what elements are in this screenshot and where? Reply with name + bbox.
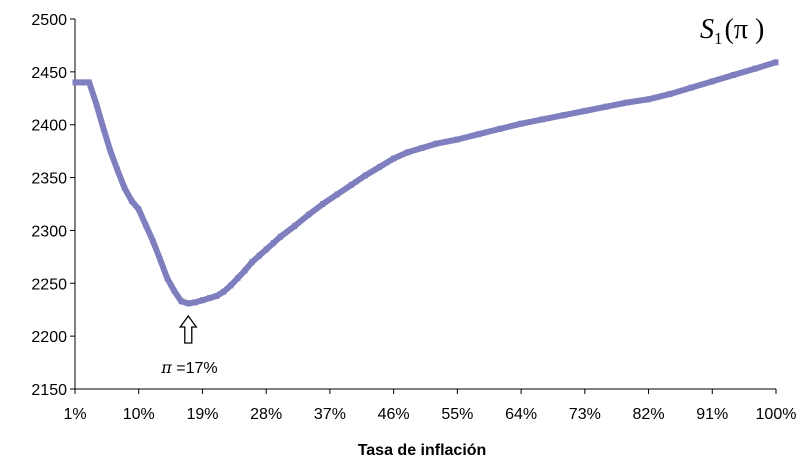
series-point bbox=[72, 79, 78, 86]
y-tick-label: 2200 bbox=[31, 329, 67, 346]
y-tick-label: 2400 bbox=[31, 118, 67, 135]
series-point bbox=[150, 238, 156, 244]
series-point bbox=[122, 185, 128, 192]
x-tick-label: 73% bbox=[569, 406, 601, 423]
series-point bbox=[362, 172, 368, 179]
series-point bbox=[348, 182, 354, 188]
x-tick-label: 46% bbox=[378, 406, 410, 423]
x-tick-label: 82% bbox=[633, 406, 665, 423]
arrow-up-icon bbox=[179, 314, 198, 344]
series-point bbox=[249, 259, 255, 266]
series-point bbox=[115, 167, 120, 174]
series-point bbox=[235, 275, 241, 281]
y-tick-label: 2150 bbox=[31, 382, 67, 399]
series-point bbox=[164, 275, 170, 281]
annotation-value: =17% bbox=[172, 360, 218, 377]
annotation-symbol: π bbox=[160, 358, 172, 377]
series-point bbox=[171, 287, 177, 294]
y-axis: 2150 2200 2250 2300 2350 2400 2450 2500 bbox=[31, 12, 76, 399]
x-tick-label: 28% bbox=[250, 406, 282, 423]
x-tick-label: 1% bbox=[63, 406, 86, 423]
series-point bbox=[270, 240, 276, 247]
series-line bbox=[75, 59, 777, 307]
series-point bbox=[334, 191, 340, 198]
series-point bbox=[709, 78, 715, 85]
series-point bbox=[497, 125, 503, 132]
y-tick-label: 2300 bbox=[31, 223, 67, 240]
minimum-annotation: π =17% bbox=[160, 358, 217, 377]
curve-label-symbol: S bbox=[700, 14, 714, 45]
series-point bbox=[292, 223, 297, 230]
series-point bbox=[624, 99, 630, 106]
series-point bbox=[143, 222, 149, 229]
series-point bbox=[263, 246, 269, 253]
series-point bbox=[476, 131, 482, 138]
series-point bbox=[79, 79, 85, 86]
series-point bbox=[256, 252, 262, 259]
series-point bbox=[518, 120, 524, 127]
x-tick-label: 37% bbox=[314, 406, 346, 423]
x-tick-label: 10% bbox=[123, 406, 155, 423]
y-tick-label: 2350 bbox=[31, 171, 67, 188]
series-point bbox=[200, 297, 205, 304]
x-tick-label: 55% bbox=[441, 406, 473, 423]
series-point bbox=[752, 65, 758, 72]
y-tick-label: 2450 bbox=[31, 65, 67, 82]
curve-label-subscript: 1 bbox=[714, 29, 723, 48]
x-axis: 1% 10% 19% 28% 37% 46% 55% 64% 73% 82% 91% 100% bbox=[63, 388, 797, 423]
series-layer bbox=[72, 59, 779, 307]
series-point bbox=[129, 197, 135, 204]
series-point bbox=[207, 295, 212, 302]
curve-label: S1(π ) bbox=[700, 14, 764, 48]
x-tick-label: 19% bbox=[186, 406, 218, 423]
series-point bbox=[320, 201, 326, 207]
series-point bbox=[603, 103, 609, 110]
series-point bbox=[185, 300, 191, 307]
series-point bbox=[419, 145, 425, 151]
series-point bbox=[433, 140, 439, 147]
series-point bbox=[582, 108, 588, 114]
series-point bbox=[228, 282, 234, 289]
series-point bbox=[688, 84, 694, 91]
series-point bbox=[192, 299, 198, 306]
series-point bbox=[731, 72, 736, 78]
x-tick-label: 64% bbox=[505, 406, 537, 423]
series-point bbox=[773, 59, 779, 66]
series-point bbox=[306, 211, 312, 218]
series-point bbox=[539, 116, 545, 123]
series-point bbox=[405, 149, 411, 156]
series-point bbox=[277, 233, 283, 240]
y-tick-label: 2250 bbox=[31, 276, 67, 293]
x-tick-label: 91% bbox=[696, 406, 728, 423]
series-point bbox=[214, 293, 220, 299]
series-point bbox=[100, 124, 106, 131]
series-point bbox=[242, 267, 248, 274]
series-point bbox=[86, 79, 92, 86]
series-point bbox=[667, 91, 673, 98]
annotation-layer: π =17% bbox=[160, 314, 218, 377]
series-point bbox=[221, 288, 227, 295]
series-point bbox=[107, 148, 113, 155]
series-point bbox=[377, 164, 382, 170]
series-point bbox=[178, 298, 184, 305]
series-point bbox=[93, 100, 99, 107]
series-point bbox=[646, 96, 651, 103]
series-point bbox=[561, 112, 567, 119]
series-point bbox=[136, 206, 142, 213]
series-point bbox=[391, 155, 397, 162]
x-axis-label: Tasa de inflación bbox=[358, 442, 487, 459]
curve-label-argument: (π ) bbox=[725, 14, 765, 45]
x-tick-label: 100% bbox=[756, 406, 797, 423]
series-point bbox=[157, 256, 163, 262]
series-point bbox=[454, 136, 460, 143]
y-tick-label: 2500 bbox=[31, 12, 67, 29]
